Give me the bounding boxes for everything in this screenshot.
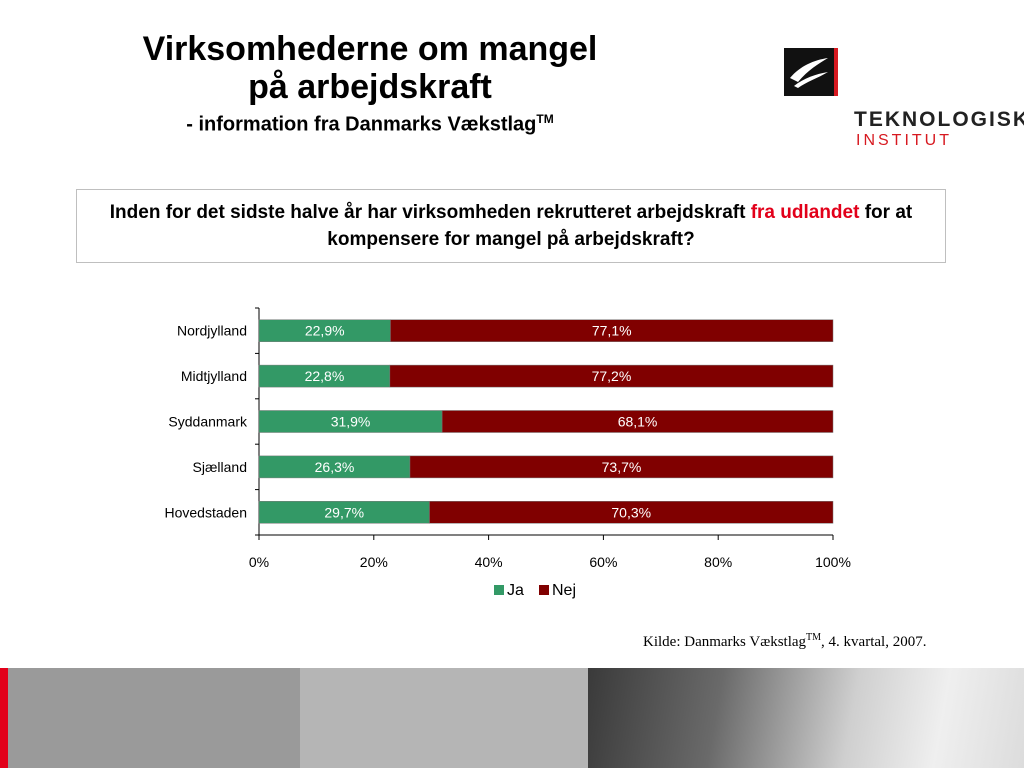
bar-nej bbox=[429, 501, 834, 524]
source-note: Kilde: Danmarks VækstlagTM, 4. kvartal, … bbox=[643, 632, 926, 651]
footer-grey-panel-light bbox=[300, 668, 588, 768]
data-label: 31,9% bbox=[331, 414, 371, 430]
data-label: 22,9% bbox=[305, 323, 345, 339]
legend-swatch-ja bbox=[494, 585, 504, 595]
x-tick-label: 40% bbox=[475, 554, 503, 570]
legend-swatch-nej bbox=[539, 585, 549, 595]
bar-nej bbox=[390, 319, 834, 342]
data-label: 29,7% bbox=[324, 504, 364, 520]
question-box: Inden for det sidste halve år har virkso… bbox=[76, 189, 946, 263]
x-tick-label: 100% bbox=[815, 554, 851, 570]
category-label: Hovedstaden bbox=[164, 504, 247, 520]
question-highlight: fra udlandet bbox=[750, 202, 860, 223]
bar-nej bbox=[389, 364, 834, 388]
slide-title: Virksomhederne om mangel på arbejdskraft bbox=[90, 30, 650, 106]
data-label: 73,7% bbox=[602, 459, 642, 475]
source-text-part1: Kilde: Danmarks Vækstlag bbox=[643, 634, 807, 650]
data-label: 26,3% bbox=[315, 459, 355, 475]
category-label: Nordjylland bbox=[177, 323, 247, 339]
source-tm: TM bbox=[806, 632, 822, 643]
stacked-bar-chart: Nordjylland 22,9% 77,1% Midtjylland 22,8% 77,… bbox=[164, 307, 851, 599]
data-label: 22,8% bbox=[305, 368, 345, 384]
slide-title-line2: på arbejdskraft bbox=[248, 68, 492, 106]
slide-title-block: Virksomhederne om mangel på arbejdskraft… bbox=[90, 30, 650, 137]
footer-red-stripe bbox=[0, 668, 8, 768]
logo-text-teknologisk: TEKNOLOGISK bbox=[854, 108, 1024, 131]
question-text-part1: Inden for det sidste halve år har virkso… bbox=[109, 202, 751, 223]
subtitle-tm: TM bbox=[536, 112, 554, 126]
footer-banner bbox=[0, 668, 1024, 768]
category-label: Syddanmark bbox=[168, 414, 248, 430]
logo-mark-icon bbox=[784, 48, 838, 96]
legend-label-nej: Nej bbox=[552, 582, 576, 599]
data-label: 70,3% bbox=[611, 504, 651, 520]
x-tick-label: 60% bbox=[589, 554, 617, 570]
x-tick-label: 80% bbox=[704, 554, 732, 570]
legend-label-ja: Ja bbox=[507, 582, 524, 599]
subtitle-text: - information fra Danmarks Vækstlag bbox=[186, 113, 537, 136]
category-label: Midtjylland bbox=[181, 368, 247, 384]
data-label: 68,1% bbox=[618, 414, 658, 430]
slide-subtitle: - information fra Danmarks VækstlagTM bbox=[90, 112, 650, 137]
logo-text-institut: INSTITUT bbox=[856, 132, 952, 149]
category-label: Sjælland bbox=[193, 459, 247, 475]
slide-title-line1: Virksomhederne om mangel bbox=[142, 30, 598, 68]
data-label: 77,2% bbox=[592, 368, 632, 384]
question-text-part2: for at kompensere for mangel på arbejdsk… bbox=[327, 202, 913, 250]
bar-nej bbox=[409, 455, 834, 479]
source-text-part2: , 4. kvartal, 2007. bbox=[821, 634, 927, 650]
teknologisk-institut-logo: TEKNOLOGISK INSTITUT bbox=[784, 48, 1024, 158]
x-tick-label: 20% bbox=[360, 554, 388, 570]
data-label: 77,1% bbox=[592, 323, 632, 339]
bar-nej bbox=[441, 410, 834, 433]
x-tick-label: 0% bbox=[249, 554, 269, 570]
footer-photo bbox=[588, 668, 1024, 768]
